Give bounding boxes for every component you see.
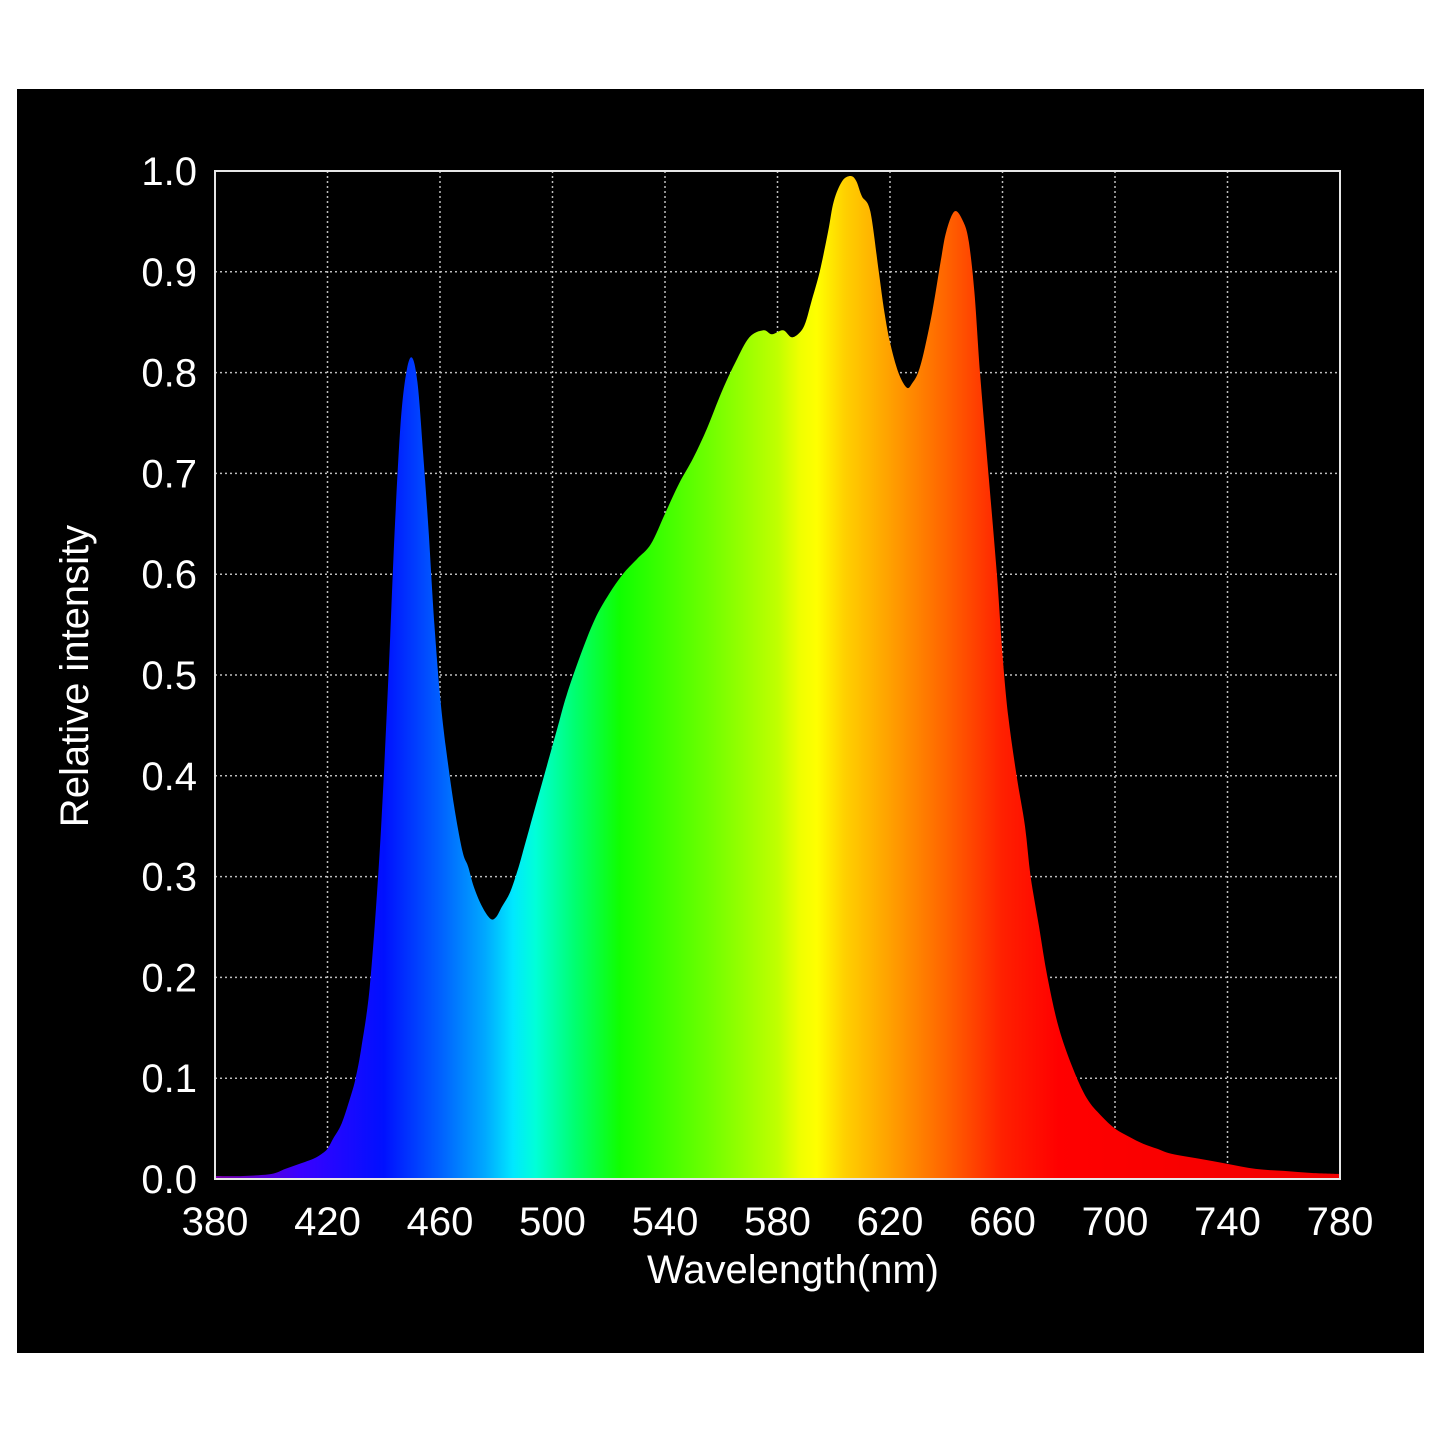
y-tick-label: 0.2 bbox=[141, 956, 197, 1000]
x-tick-label: 500 bbox=[519, 1200, 586, 1244]
y-tick-label: 0.3 bbox=[141, 856, 197, 900]
x-tick-label: 460 bbox=[407, 1200, 474, 1244]
spectrum-area-layer bbox=[215, 176, 1340, 1179]
y-tick-label: 0.4 bbox=[141, 755, 197, 799]
y-tick-label: 1.0 bbox=[141, 150, 197, 194]
x-axis-ticks: 380 420 460 500 540 580 620 660 700 740 780 bbox=[182, 1200, 1374, 1244]
x-tick-label: 780 bbox=[1307, 1200, 1374, 1244]
y-tick-label: 0.5 bbox=[141, 654, 197, 698]
y-tick-label: 0.1 bbox=[141, 1057, 197, 1101]
y-tick-label: 0.8 bbox=[141, 352, 197, 396]
y-tick-label: 0.6 bbox=[141, 553, 197, 597]
y-axis-ticks: 0.0 0.1 0.2 0.3 0.4 0.5 0.6 0.7 0.8 0.9 1.0 bbox=[141, 150, 197, 1202]
x-tick-label: 540 bbox=[632, 1200, 699, 1244]
y-tick-label: 0.9 bbox=[141, 251, 197, 295]
plot-border bbox=[214, 170, 1341, 1180]
y-tick-label: 0.0 bbox=[141, 1158, 197, 1202]
x-tick-label: 700 bbox=[1082, 1200, 1149, 1244]
x-tick-label: 660 bbox=[969, 1200, 1036, 1244]
y-tick-label: 0.7 bbox=[141, 452, 197, 496]
x-tick-label: 620 bbox=[857, 1200, 924, 1244]
x-axis-title: Wavelength(nm) bbox=[647, 1248, 939, 1292]
x-tick-label: 420 bbox=[294, 1200, 361, 1244]
x-tick-label: 740 bbox=[1194, 1200, 1261, 1244]
x-tick-label: 380 bbox=[182, 1200, 249, 1244]
y-axis-title: Relative intensity bbox=[53, 525, 97, 827]
plot-frame bbox=[214, 170, 1341, 1180]
x-tick-label: 580 bbox=[744, 1200, 811, 1244]
spectrum-area bbox=[215, 176, 1340, 1179]
